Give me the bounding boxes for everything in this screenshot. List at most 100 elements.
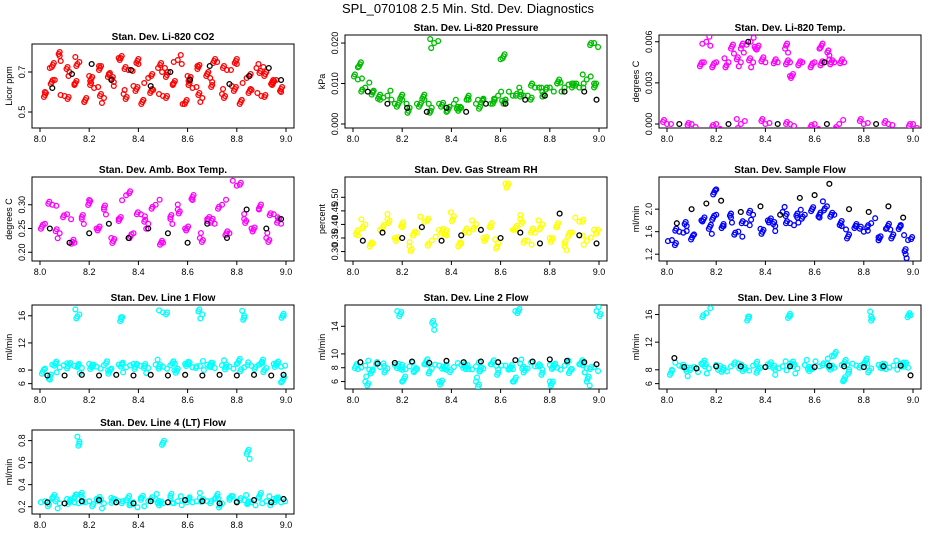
data-point-all [585,373,592,380]
data-point-all [230,365,237,372]
data-point-all [587,73,594,80]
data-point-all [887,226,894,233]
y-tick-label: 10 [330,349,340,359]
data-point-selected [44,372,51,379]
data-point-all [403,100,410,107]
x-tick-label: 8.2 [710,395,723,405]
chart-title: Stan. Dev. Sample Flow [734,165,846,176]
data-point-all [755,42,762,49]
data-point-all [243,217,250,225]
y-tick-label: 8 [330,365,340,370]
data-point-all [74,60,81,68]
data-point-all [750,35,757,41]
points-group [664,180,916,261]
x-tick-label: 9.0 [280,520,293,530]
y-axis-label: kPa [317,74,327,90]
data-point-all [141,213,148,220]
data-point-all [192,364,199,372]
data-point-selected [206,62,213,70]
data-point-all [282,362,289,369]
data-point-all [561,84,568,91]
y-tick-label: 0.000 [644,113,654,136]
data-point-all [275,494,282,501]
data-point-all [196,306,203,313]
data-point-all [259,356,266,363]
data-point-selected [460,359,467,366]
data-point-selected [561,88,568,95]
data-point-all [170,58,177,66]
data-point-all [468,366,476,373]
x-tick-label: 8.8 [858,395,871,405]
x-tick-label: 8.8 [858,134,871,144]
data-point-selected [164,372,171,379]
data-point-all [171,360,178,367]
data-point-all [792,370,799,377]
data-point-all [98,505,106,512]
data-point-all [740,49,747,56]
data-point-all [579,232,586,239]
data-point-all [682,218,689,226]
data-point-selected [216,500,223,507]
data-point-all [186,494,193,501]
x-tick-label: 8.6 [808,395,821,405]
data-point-all [134,83,141,91]
x-tick-label: 8.2 [83,267,96,277]
data-point-all [580,241,587,248]
data-point-all [660,116,668,124]
data-point-all [512,374,519,381]
data-point-all [452,96,459,103]
data-point-all [405,107,412,114]
data-point-all [833,123,840,128]
data-point-all [720,220,727,228]
data-point-all [127,362,134,369]
data-point-all [832,348,839,356]
data-point-all [572,214,579,221]
data-point-selected [147,371,154,378]
data-point-all [439,377,446,384]
data-point-all [734,124,741,128]
data-point-selected [900,214,907,221]
data-point-all [215,203,223,210]
data-point-all [428,104,435,111]
data-point-all [495,92,502,99]
data-point-all [196,61,203,69]
data-point-selected [593,96,600,103]
data-point-all [78,489,85,496]
data-point-all [808,364,815,371]
data-point-all [134,209,141,216]
data-point-all [563,247,570,254]
data-point-all [672,240,679,247]
data-point-all [797,58,804,65]
data-point-all [54,505,61,512]
data-point-all [239,307,246,314]
data-point-selected [826,362,833,369]
data-point-all [698,59,705,66]
x-tick-label: 8.2 [83,520,96,530]
data-point-all [251,224,258,231]
data-point-all [275,358,282,365]
x-tick-label: 8.4 [132,134,145,144]
data-point-all [156,361,164,368]
data-point-all [721,55,728,62]
y-tick-label: 0.8 [17,434,27,447]
data-point-all [728,219,736,226]
data-point-all [781,203,788,211]
y-axis-label: ml/min [317,334,327,361]
data-point-all [430,317,437,324]
data-point-all [280,310,287,317]
data-point-all [170,500,177,507]
data-point-all [236,355,243,363]
data-point-selected [280,371,287,378]
data-point-all [207,74,214,82]
x-tick-label: 8.0 [34,267,47,277]
data-point-selected [233,372,240,379]
y-tick-label: 0.000 [330,113,340,136]
data-point-all [468,217,476,224]
data-point-all [495,369,502,376]
data-point-all [815,125,822,128]
x-tick-label: 8.0 [34,134,47,144]
chart-title: Stan. Dev. Line 4 (LT) Flow [100,418,226,429]
data-point-all [209,359,216,367]
x-tick-label: 8.4 [759,395,772,405]
